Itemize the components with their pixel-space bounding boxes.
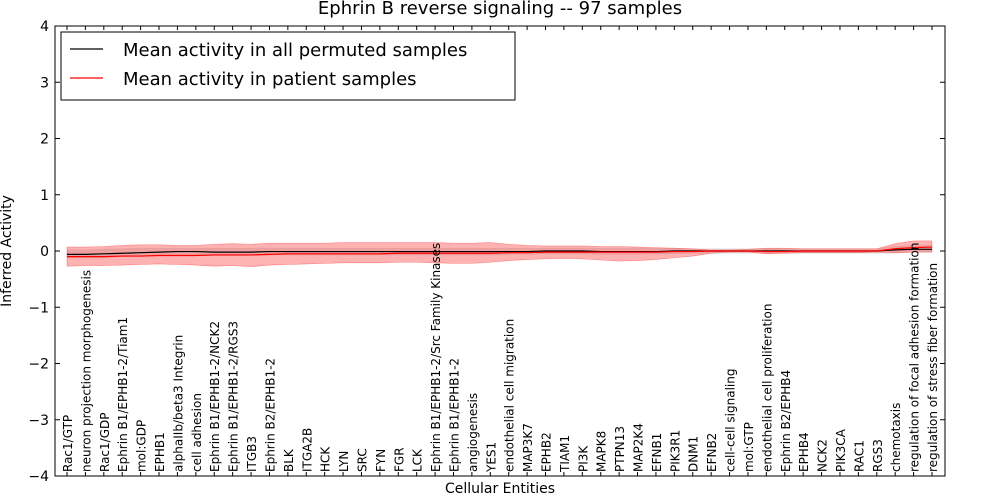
x-axis-label: Cellular Entities <box>445 481 555 497</box>
x-tick-label: endothelial cell migration <box>503 319 517 472</box>
x-tick-label: neuron projection morphogenesis <box>79 270 93 472</box>
x-tick-label: Rac1/GDP <box>98 413 112 472</box>
x-tick-label: angiogenesis <box>466 393 480 472</box>
chart-title: Ephrin B reverse signaling -- 97 samples <box>318 0 682 19</box>
x-tick-label: regulation of focal adhesion formation <box>908 243 922 472</box>
x-tick-label: EPHB4 <box>797 432 811 472</box>
x-tick-label: Ephrin B1/EPHB1-2/NCK2 <box>208 321 222 472</box>
x-tick-label: mol:GTP <box>742 422 756 472</box>
x-tick-label: Ephrin B1/EPHB1-2 <box>447 358 461 472</box>
x-tick-label: FYN <box>374 449 388 472</box>
x-tick-label: DNM1 <box>687 436 701 472</box>
x-tick-label: HCK <box>319 446 333 472</box>
x-tick-label: PIK3CA <box>834 428 848 472</box>
x-tick-label: mol:GDP <box>135 420 149 472</box>
x-tick-label: RAC1 <box>852 440 866 472</box>
x-tick-label: TIAM1 <box>558 435 572 473</box>
x-tick-label: cell-cell signaling <box>724 369 738 473</box>
x-tick-label: endothelial cell proliferation <box>760 304 774 472</box>
legend-label-permuted: Mean activity in all permuted samples <box>123 40 467 61</box>
x-tick-label: EFNB2 <box>705 433 719 472</box>
plot-area <box>66 240 933 268</box>
x-tick-label: Ephrin B1/EPHB1-2/RGS3 <box>227 321 241 472</box>
x-tick-label: ITGB3 <box>245 436 259 472</box>
x-tick-label: EPHB1 <box>153 432 167 472</box>
legend-box <box>60 31 516 101</box>
x-tick-label: NCK2 <box>816 439 830 472</box>
x-tick-label: YES1 <box>484 442 498 473</box>
y-tick-label: 4 <box>40 19 49 35</box>
legend: Mean activity in all permuted samples Me… <box>60 31 516 101</box>
x-tick-label: Ephrin B2/EPHB4 <box>779 370 793 472</box>
x-tick-label: LCK <box>411 448 425 472</box>
y-tick-label: −1 <box>28 300 49 316</box>
x-tick-label: Ephrin B2/EPHB1-2 <box>263 358 277 472</box>
band-series-1 <box>66 240 933 268</box>
x-tick-label: EPHB2 <box>540 432 554 472</box>
x-tick-label: SRC <box>355 448 369 472</box>
x-tick-label: MAP3K7 <box>521 423 535 472</box>
y-axis: −4 −3 −2 −1 0 1 2 3 4 <box>28 19 945 485</box>
x-tick-label: ITGA2B <box>300 428 314 472</box>
x-tick-label: regulation of stress fiber formation <box>926 263 940 472</box>
y-tick-label: 0 <box>40 244 49 260</box>
x-tick-label: MAP2K4 <box>632 423 646 472</box>
y-tick-label: 3 <box>40 75 49 91</box>
x-tick-label: Ephrin B1/EPHB1-2/Src Family Kinases <box>429 243 443 472</box>
y-tick-label: 2 <box>40 132 49 148</box>
x-tick-label: FGR <box>392 447 406 472</box>
x-tick-label: MAPK8 <box>595 431 609 472</box>
x-tick-label: PI3K <box>576 445 590 472</box>
y-axis-label: Inferred Activity <box>0 195 15 307</box>
line-series-1 <box>67 246 933 258</box>
y-tick-label: 1 <box>40 188 49 204</box>
y-tick-label: −3 <box>28 413 49 429</box>
x-tick-label: Rac1/GTP <box>61 415 75 472</box>
legend-label-patient: Mean activity in patient samples <box>123 69 417 90</box>
x-tick-label: EFNB1 <box>650 433 664 472</box>
x-axis: Rac1/GTP neuron projection morphogenesis R… <box>61 26 940 476</box>
y-tick-label: −2 <box>28 357 49 373</box>
x-tick-label: Ephrin B1/EPHB1-2/Tiam1 <box>116 317 130 472</box>
x-tick-label: alphaIIb/beta3 Integrin <box>171 335 185 472</box>
x-tick-label: chemotaxis <box>889 403 903 472</box>
x-tick-label: BLK <box>282 448 296 472</box>
x-tick-label: RGS3 <box>871 439 885 472</box>
x-tick-label: PTPN13 <box>613 426 627 472</box>
x-tick-label: LYN <box>337 451 351 472</box>
y-tick-label: −4 <box>28 469 49 485</box>
x-tick-label: PIK3R1 <box>668 430 682 472</box>
x-tick-label: cell adhesion <box>190 393 204 472</box>
